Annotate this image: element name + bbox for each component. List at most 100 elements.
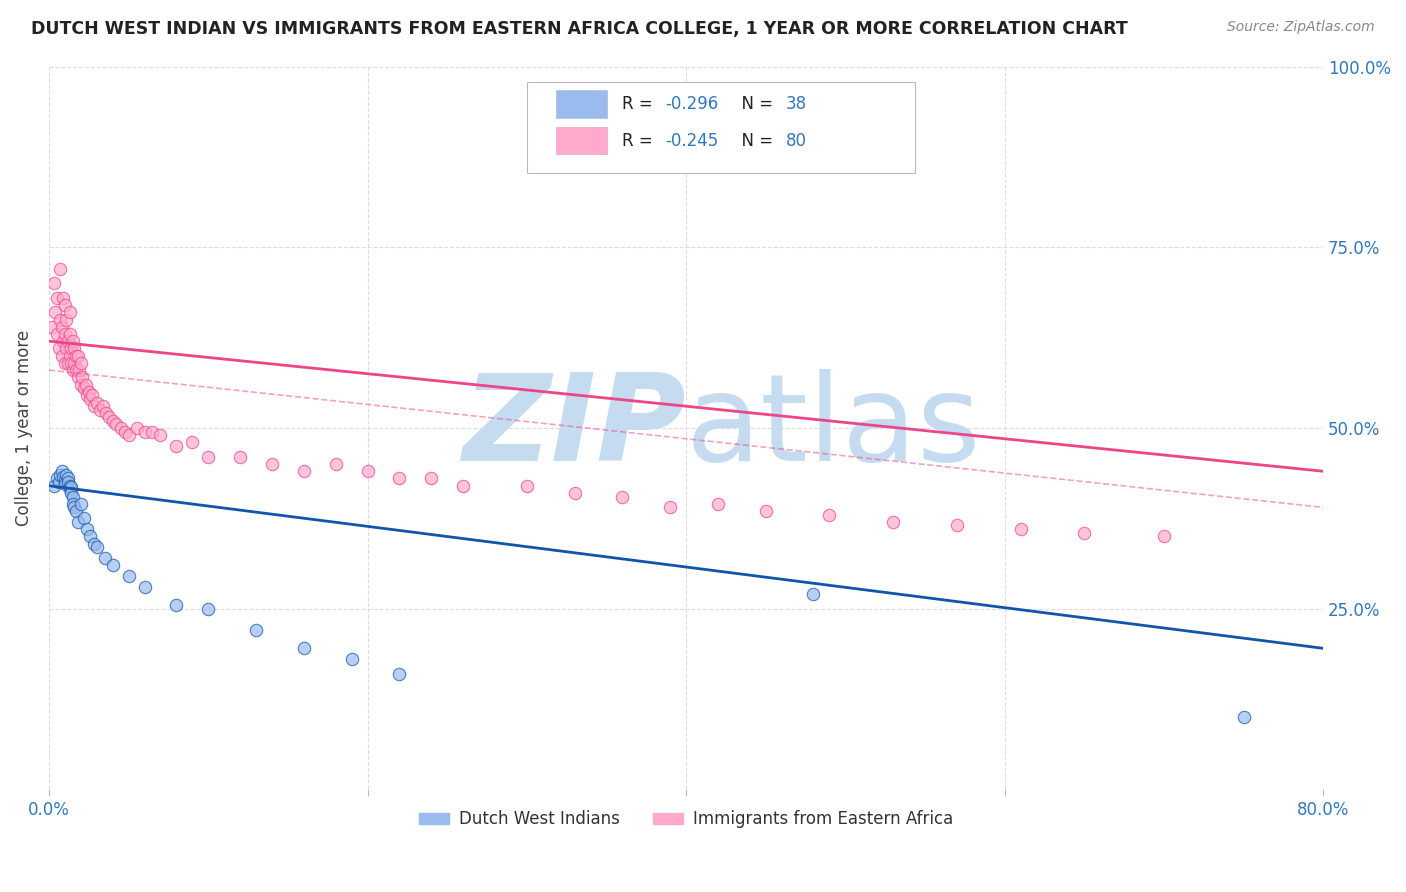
Point [59,326,82,341]
Point [1073,525,1095,540]
Point [93,551,115,566]
Point [65,363,87,377]
Point [62,497,84,511]
Point [197,450,219,464]
Point [707,497,730,511]
Point [79,392,101,406]
Point [60,342,83,356]
Point [53,298,76,312]
Point [76,522,98,536]
Point [117,569,139,583]
Point [420,471,443,485]
Point [63,356,86,370]
Point [69,377,91,392]
Text: DUTCH WEST INDIAN VS IMMIGRANTS FROM EASTERN AFRICA COLLEGE, 1 YEAR OR MORE CORR: DUTCH WEST INDIAN VS IMMIGRANTS FROM EAS… [31,20,1128,37]
Point [73,381,96,395]
Point [340,652,363,666]
FancyBboxPatch shape [557,90,607,118]
Point [53,356,76,370]
Point [59,479,82,493]
Point [62,334,84,349]
Point [62,490,84,504]
Point [49,467,72,482]
Point [53,473,76,487]
Point [149,428,172,442]
Point [245,624,267,638]
Point [76,388,98,402]
Point [59,483,82,497]
Point [388,471,411,485]
Point [55,467,77,482]
Point [516,479,538,493]
Point [946,518,969,533]
Point [41,319,63,334]
Text: -0.296: -0.296 [665,95,718,113]
Point [197,601,219,615]
Point [98,410,121,425]
Point [66,349,89,363]
Point [83,399,105,413]
Point [110,421,132,435]
Point [181,435,204,450]
Y-axis label: College, 1 year or more: College, 1 year or more [15,330,32,526]
Point [55,342,77,356]
Point [51,349,73,363]
Point [292,641,315,656]
Point [80,388,103,402]
Point [66,515,89,529]
Point [229,450,252,464]
Point [89,402,111,417]
Point [52,334,75,349]
Point [69,356,91,370]
Point [818,508,841,522]
Point [72,370,94,384]
Point [91,399,114,413]
Text: Source: ZipAtlas.com: Source: ZipAtlas.com [1227,20,1375,34]
Point [56,356,79,370]
Point [67,363,90,377]
Text: ZIP: ZIP [463,369,686,486]
Point [59,349,82,363]
Text: N =: N = [731,95,778,113]
Point [292,464,315,478]
Point [56,334,79,349]
Point [59,305,82,319]
Text: 38: 38 [786,95,807,113]
Point [45,291,67,305]
Text: R =: R = [623,131,658,150]
Point [48,342,70,356]
Point [134,580,156,594]
Point [1153,529,1175,543]
Point [42,479,65,493]
Point [56,471,79,485]
Point [79,529,101,543]
Point [101,414,124,428]
Point [53,326,76,341]
Point [451,479,474,493]
Point [356,464,378,478]
Point [388,666,411,681]
Point [125,421,148,435]
Point [260,457,283,471]
Point [659,500,682,515]
Point [1010,522,1032,536]
Point [53,477,76,491]
Point [62,363,84,377]
Point [114,425,136,439]
Legend: Dutch West Indians, Immigrants from Eastern Africa: Dutch West Indians, Immigrants from East… [412,804,960,835]
Point [44,305,66,319]
Point [51,319,73,334]
Point [52,470,75,484]
Point [803,587,825,601]
Point [86,395,108,409]
Point [63,342,86,356]
Point [101,558,124,573]
Point [104,417,127,432]
Point [612,490,634,504]
Point [77,384,100,399]
Point [134,425,156,439]
Point [755,504,778,518]
Point [66,370,89,384]
Point [75,377,97,392]
Point [60,480,83,494]
